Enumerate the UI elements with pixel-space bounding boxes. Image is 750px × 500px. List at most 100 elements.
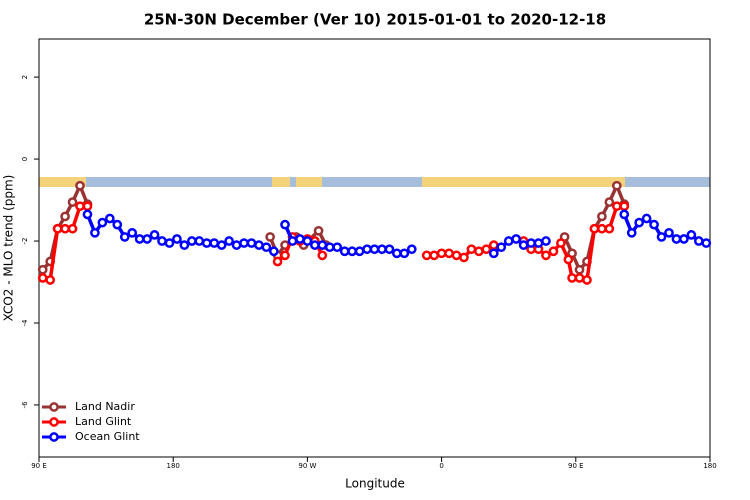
point [619, 209, 630, 220]
x-tick-label: 90 E [568, 462, 584, 470]
point [589, 223, 600, 234]
plot-frame [38, 38, 711, 458]
point [518, 240, 529, 250]
point [597, 211, 607, 222]
point [313, 225, 324, 236]
point [611, 201, 622, 212]
point [261, 242, 272, 253]
point [209, 238, 220, 248]
point [134, 234, 145, 244]
legend-label: Land Glint [75, 415, 132, 428]
point [280, 250, 290, 261]
point [60, 211, 70, 222]
point [656, 232, 667, 242]
point [67, 223, 78, 234]
y-axis-label: XCO2 - MLO trend (ppm) [2, 175, 16, 322]
point [239, 238, 249, 248]
point [488, 248, 499, 259]
point [216, 240, 227, 250]
point [604, 223, 615, 234]
point [574, 264, 585, 275]
point [60, 223, 70, 234]
point [332, 242, 343, 253]
point [459, 252, 469, 263]
point [369, 244, 380, 255]
y-tick-label: -2 [21, 238, 29, 245]
point [302, 236, 313, 246]
point [280, 219, 290, 230]
point [149, 230, 160, 240]
point [246, 238, 257, 248]
point [324, 242, 335, 253]
point [563, 254, 574, 265]
point [104, 213, 115, 224]
point [399, 248, 410, 259]
point [164, 238, 175, 248]
point [295, 234, 305, 244]
land-mask-ocean [39, 177, 710, 187]
point [488, 240, 499, 250]
point [466, 244, 477, 255]
point [619, 201, 630, 212]
point [362, 244, 372, 255]
x-axis-label: Longitude [345, 477, 405, 491]
point [269, 246, 279, 257]
legend-marker [49, 402, 59, 412]
point [533, 238, 544, 248]
point [548, 246, 559, 257]
x-tick-label: 0 [439, 462, 443, 470]
point [82, 209, 93, 220]
point [582, 275, 592, 285]
land-mask-land [39, 177, 86, 187]
legend-marker [49, 417, 59, 427]
point [556, 238, 566, 248]
point [179, 240, 190, 250]
point [451, 250, 462, 261]
x-tick-label: 180 [703, 462, 716, 470]
series-line [41, 181, 626, 273]
point [421, 250, 432, 261]
point [671, 234, 682, 244]
point [112, 219, 123, 230]
point [317, 250, 328, 261]
point [97, 217, 108, 228]
y-tick-label: 0 [21, 157, 29, 161]
point [172, 234, 182, 244]
point [567, 273, 577, 283]
point [310, 240, 320, 250]
point [597, 223, 607, 234]
point [127, 227, 138, 238]
point [339, 246, 350, 257]
point [265, 232, 275, 242]
x-tick-label: 180 [167, 462, 180, 470]
point [119, 232, 130, 242]
x-tick-label: 90 W [298, 462, 316, 470]
land-mask-land [272, 177, 290, 187]
point [75, 180, 85, 191]
point [496, 242, 507, 253]
point [347, 246, 357, 257]
point [186, 236, 197, 246]
point [201, 238, 212, 248]
point [634, 217, 645, 228]
point [231, 240, 242, 250]
point [272, 256, 283, 267]
point [377, 244, 387, 255]
x-tick-label: 90 E [31, 462, 47, 470]
point [679, 234, 689, 244]
point [611, 180, 622, 191]
legend-label: Ocean Glint [75, 430, 140, 443]
point [254, 240, 264, 250]
point [511, 234, 522, 244]
land-mask-land [296, 177, 322, 187]
point [481, 244, 492, 255]
point [474, 246, 484, 257]
point [604, 197, 615, 207]
y-tick-label: 2 [21, 75, 29, 79]
point [157, 236, 167, 246]
point [317, 240, 328, 250]
point [392, 248, 402, 259]
point [406, 244, 417, 255]
point [90, 227, 100, 238]
